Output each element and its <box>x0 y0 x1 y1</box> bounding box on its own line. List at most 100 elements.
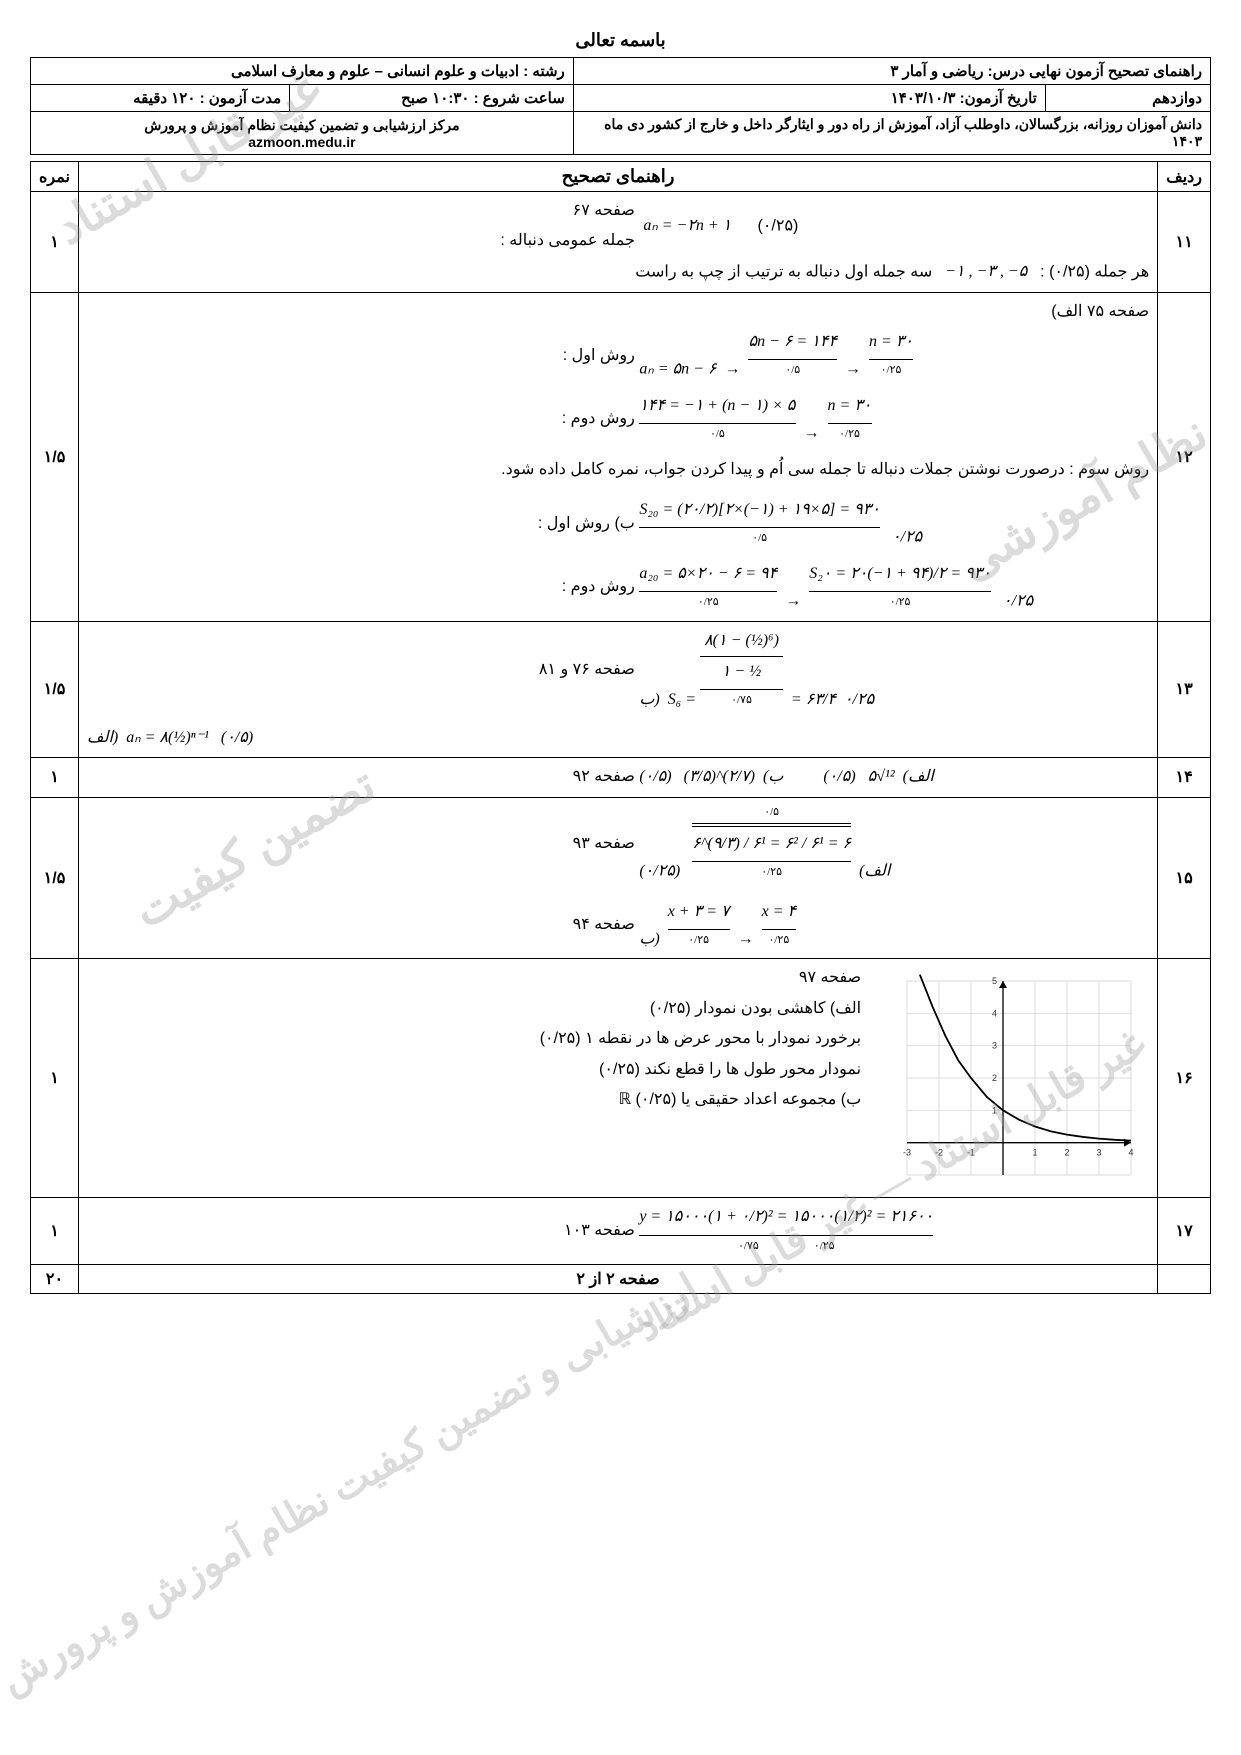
formula: ۵n − ۶ = ۱۴۴ <box>748 327 837 360</box>
table-row: ۱۵ الف) ۰/۵ ۶^(۹/۳) / ۶¹ = ۶² / ۶¹ = ۶۰/… <box>31 797 1211 958</box>
formula: ۱ − ½ <box>700 657 783 687</box>
note: روش سوم : درصورت نوشتن جملات دنباله تا ج… <box>87 455 1149 485</box>
page-ref: صفحه ۹۴ <box>125 910 635 940</box>
formula: = ۶۳/۴ <box>791 690 836 707</box>
formula: x + ۳ = ۷ <box>668 897 730 930</box>
formula: y = ۱۵۰۰۰(۱ + ۰/۲)² = ۱۵۰۰۰(۱/۲)² = ۲۱۶۰… <box>639 1202 933 1235</box>
label: الف) <box>859 862 890 879</box>
svg-text:1: 1 <box>992 1106 997 1116</box>
page-ref: صفحه ۱۰۳ <box>125 1216 635 1246</box>
col-score: نمره <box>31 162 79 192</box>
svg-text:-2: -2 <box>935 1148 943 1158</box>
table-row: ۱۳ ب) S₆ = ۸(۱ − (½)⁶)۱ − ½ ۰/۷۵ = ۶۳/۴ <box>31 621 1211 758</box>
row-num: ۱۵ <box>1158 797 1211 958</box>
table-row: ۱۴ الف) ¹²√۵ (۰/۵) ب) (۲/۷)^(۳/۵) (۰/۵) … <box>31 758 1211 798</box>
svg-text:4: 4 <box>1129 1148 1134 1158</box>
svg-text:3: 3 <box>1097 1148 1102 1158</box>
row-score: ۱ <box>31 1198 79 1265</box>
label: الف) <box>87 729 118 746</box>
label: جمله عمومی دنباله : <box>500 232 635 249</box>
header-url: azmoon.medu.ir <box>39 134 565 150</box>
answer-line: نمودار محور طول ها را قطع نکند (۰/۲۵) <box>87 1055 861 1085</box>
header-org: مرکز ارزشیابی و تضمین کیفیت نظام آموزش و… <box>31 112 574 155</box>
answer-line: ب) مجموعه اعداد حقیقی یا ℝ (۰/۲۵) <box>87 1085 861 1115</box>
chart: -3-2-1123412345 <box>889 963 1149 1193</box>
svg-text:-3: -3 <box>903 1148 911 1158</box>
header-course: راهنمای تصحیح آزمون نهایی درس: ریاضی و آ… <box>573 58 1210 85</box>
footer-row: صفحه ۲ از ۲ ۲۰ <box>31 1265 1211 1294</box>
row-num: ۱۳ <box>1158 621 1211 758</box>
row-score: ۱ <box>31 758 79 798</box>
formula: ۶^(۹/۳) / ۶¹ = ۶² / ۶¹ = ۶ <box>692 826 851 862</box>
formula: ۸(۱ − (½)⁶) <box>700 626 783 657</box>
page-ref: صفحه ۷۶ و ۸۱ <box>125 655 635 685</box>
svg-text:-1: -1 <box>967 1148 975 1158</box>
header-org-name: مرکز ارزشیابی و تضمین کیفیت نظام آموزش و… <box>39 117 565 134</box>
label: روش اول : <box>125 341 635 371</box>
answers-table: ردیف راهنمای تصحیح نمره ۱۱ aₙ = −۲n + ۱ … <box>30 161 1211 1294</box>
page-ref: صفحه ۹۷ <box>87 963 861 993</box>
page-ref: صفحه ۶۷ <box>573 202 635 219</box>
formula: n = ۳۰ <box>828 391 872 424</box>
header-start: ساعت شروع : ۱۰:۳۰ صبح <box>290 85 574 112</box>
mark: (۰/۲۵) <box>639 862 680 879</box>
row-score: ۱ <box>31 192 79 293</box>
watermark: ارزشیابی و تضمین کیفیت نظام آموزش و پرور… <box>0 1264 706 1704</box>
header-field: رشته : ادبیات و علوم انسانی – علوم و معا… <box>31 58 574 85</box>
row-num: ۱۲ <box>1158 292 1211 621</box>
row-score: ۱/۵ <box>31 621 79 758</box>
row-num: ۱۱ <box>1158 192 1211 293</box>
svg-text:2: 2 <box>992 1073 997 1083</box>
formula: n = ۳۰ <box>869 327 913 360</box>
svg-text:1: 1 <box>1033 1148 1038 1158</box>
formula: x = ۴ <box>762 897 797 930</box>
row-score: ۱/۵ <box>31 292 79 621</box>
table-row: ۱۶ -3-2-1123412345 صفحه ۹۷ الف) کاهشی بو… <box>31 959 1211 1198</box>
formula: ۱۴۴ = −۱ + (n − ۱) × ۵ <box>639 391 795 424</box>
formula: ¹²√۵ <box>868 768 895 785</box>
row-num: ۱۴ <box>1158 758 1211 798</box>
svg-text:5: 5 <box>992 976 997 986</box>
page-ref: صفحه ۹۲ <box>125 762 635 792</box>
answer-line: الف) کاهشی بودن نمودار (۰/۲۵) <box>87 994 861 1024</box>
mark: (۰/۵) <box>221 729 253 746</box>
page-ref: صفحه ۹۳ <box>125 829 635 859</box>
label: روش دوم : <box>125 572 635 602</box>
row-score: ۱/۵ <box>31 797 79 958</box>
label: ب) <box>763 768 783 785</box>
page-title: باسمه تعالی <box>30 30 1211 51</box>
mark: (۰/۲۵) <box>758 217 799 234</box>
label: الف) <box>903 768 934 785</box>
page-ref: صفحه ۷۵ الف) <box>87 297 1149 327</box>
label: هر جمله (۰/۲۵) : <box>1040 263 1149 280</box>
label: ب) <box>639 930 659 947</box>
header-table: راهنمای تصحیح آزمون نهایی درس: ریاضی و آ… <box>30 57 1211 155</box>
svg-text:3: 3 <box>992 1041 997 1051</box>
header-audience: دانش آموزان روزانه، بزرگسالان، داوطلب آز… <box>573 112 1210 155</box>
label: ب) <box>639 690 659 707</box>
header-duration: مدت آزمون : ۱۲۰ دقیقه <box>31 85 290 112</box>
formula: (۲/۷)^(۳/۵) <box>684 768 755 785</box>
page-number: صفحه ۲ از ۲ <box>79 1265 1158 1294</box>
col-title: راهنمای تصحیح <box>79 162 1158 192</box>
svg-text:4: 4 <box>992 1009 997 1019</box>
total-score: ۲۰ <box>31 1265 79 1294</box>
formula: aₙ = −۲n + ۱ <box>643 211 731 241</box>
label: سه جمله اول دنباله به ترتیب از چپ به راس… <box>635 263 932 280</box>
row-num: ۱۶ <box>1158 959 1211 1198</box>
row-score: ۱ <box>31 959 79 1198</box>
header-grade: دوازدهم <box>1045 85 1210 112</box>
header-date: تاریخ آزمون: ۱۴۰۳/۱۰/۳ <box>573 85 1045 112</box>
table-row: ۱۲ صفحه ۷۵ الف) aₙ = ۵n − ۶ → ۵n − ۶ = ۱… <box>31 292 1211 621</box>
mark: (۰/۵) <box>823 768 855 785</box>
formula: S₂۰ = ۲۰(−۱ + ۹۴)/۲ = ۹۳۰ <box>809 559 991 592</box>
label: روش دوم : <box>125 404 635 434</box>
table-row: ۱۷ y = ۱۵۰۰۰(۱ + ۰/۲)² = ۱۵۰۰۰(۱/۲)² = ۲… <box>31 1198 1211 1265</box>
col-row: ردیف <box>1158 162 1211 192</box>
table-row: ۱۱ aₙ = −۲n + ۱ (۰/۲۵) صفحه ۶۷ جمله عموم… <box>31 192 1211 293</box>
formula: aₙ = ۸(½)ⁿ⁻¹ <box>126 729 209 746</box>
formula: a₂₀ = ۵×۲۰ − ۶ = ۹۴ <box>639 559 777 592</box>
formula: S₂₀ = (۲۰/۲)[۲×(−۱) + ۱۹×۵] = ۹۳۰ <box>639 495 880 528</box>
mark: (۰/۵) <box>639 768 671 785</box>
formula: −۱ , −۳ , −۵ <box>945 257 1027 287</box>
